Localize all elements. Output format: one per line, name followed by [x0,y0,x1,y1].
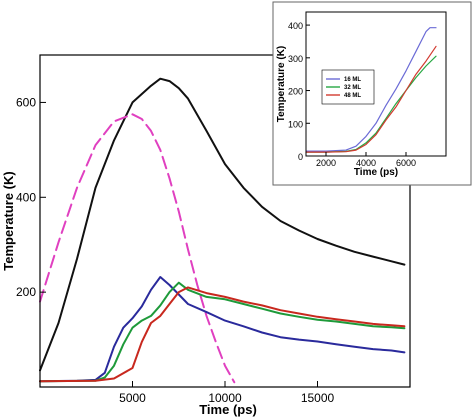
main-xtick-label-1: 10000 [208,391,242,405]
main-ylabel: Temperature (K) [1,171,16,270]
inset-plot-frame [305,11,447,157]
inset-chart: 2000 4000 6000 0 100 200 300 400 Time (ps) Temp… [272,1,472,186]
inset-xtick-label-1: 4000 [356,158,376,168]
inset-ytick-label-3: 300 [288,54,303,64]
inset-ylabel: Temperature (K) [276,46,287,123]
legend-label-16ml: 16 ML [344,77,361,83]
inset-series-group [305,27,437,153]
inset-series-line-2 [305,45,437,153]
main-xlabel: Time (ps) [199,402,257,417]
inset-xlabel: Time (ps) [354,167,398,178]
main-series-line-0 [39,77,406,372]
inset-ytick-label-0: 0 [298,152,303,162]
main-ytick-label-2: 600 [16,95,36,109]
main-series-group [39,77,406,384]
legend-label-48ml: 48 ML [344,93,361,99]
main-xtick-label-2: 15000 [301,391,335,405]
main-tick-group: 5000 10000 15000 200 400 600 [16,95,335,405]
inset-ytick-label-4: 400 [288,21,303,31]
main-chart: 5000 10000 15000 200 400 600 Time (ps) Temper… [1,54,411,417]
main-series-line-4 [39,286,406,383]
main-xtick-label-0: 5000 [119,391,146,405]
main-ytick-label-1: 400 [16,190,36,204]
inset-ytick-label-2: 200 [288,87,303,97]
inset-xtick-label-0: 2000 [316,158,336,168]
main-ytick-label-0: 200 [16,285,36,299]
main-series-line-3 [39,281,406,383]
inset-xtick-label-2: 6000 [396,158,416,168]
main-series-line-1 [39,113,236,384]
inset-tick-group: 2000 4000 6000 0 100 200 300 400 [288,21,416,168]
inset-ytick-label-1: 100 [288,119,303,129]
inset-legend: 16 ML 32 ML 48 ML [321,69,375,105]
inset-series-line-0 [305,27,437,152]
legend-label-32ml: 32 ML [344,85,361,91]
main-series-line-2 [39,276,406,383]
